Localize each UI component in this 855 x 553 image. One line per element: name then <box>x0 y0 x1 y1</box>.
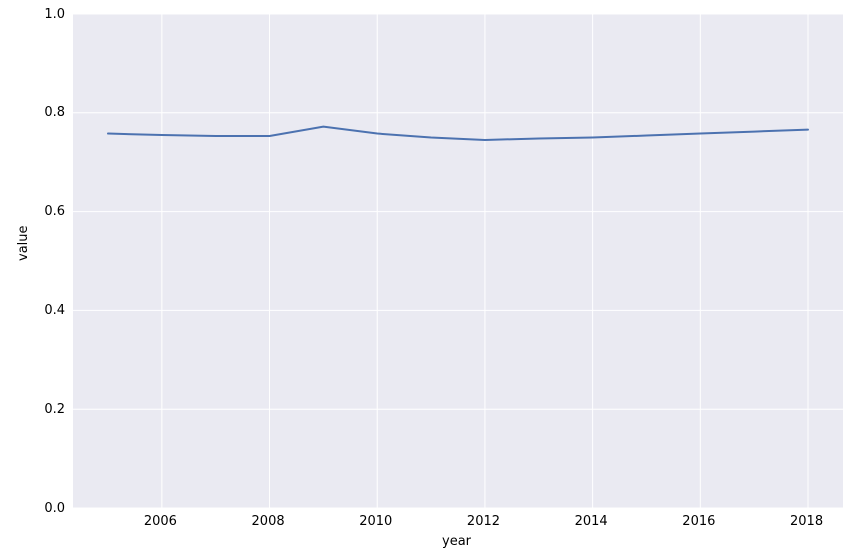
xtick-label-3: 2012 <box>467 514 500 529</box>
ytick-label-4: 0.8 <box>44 105 65 120</box>
xtick-label-4: 2014 <box>575 514 608 529</box>
xtick-label-5: 2016 <box>682 514 715 529</box>
ytick-label-2: 0.4 <box>44 303 65 318</box>
y-axis-label: value <box>16 225 31 261</box>
chart-svg <box>0 0 855 553</box>
ytick-label-5: 1.0 <box>44 7 65 22</box>
x-axis-label: year <box>442 534 471 549</box>
xtick-label-2: 2010 <box>359 514 392 529</box>
ytick-label-1: 0.2 <box>44 402 65 417</box>
ytick-label-3: 0.6 <box>44 204 65 219</box>
ytick-label-0: 0.0 <box>44 501 65 516</box>
xtick-label-0: 2006 <box>144 514 177 529</box>
xtick-label-1: 2008 <box>252 514 285 529</box>
xtick-label-6: 2018 <box>790 514 823 529</box>
line-chart: 0.0 0.2 0.4 0.6 0.8 1.0 2006 2008 2010 2… <box>0 0 855 553</box>
